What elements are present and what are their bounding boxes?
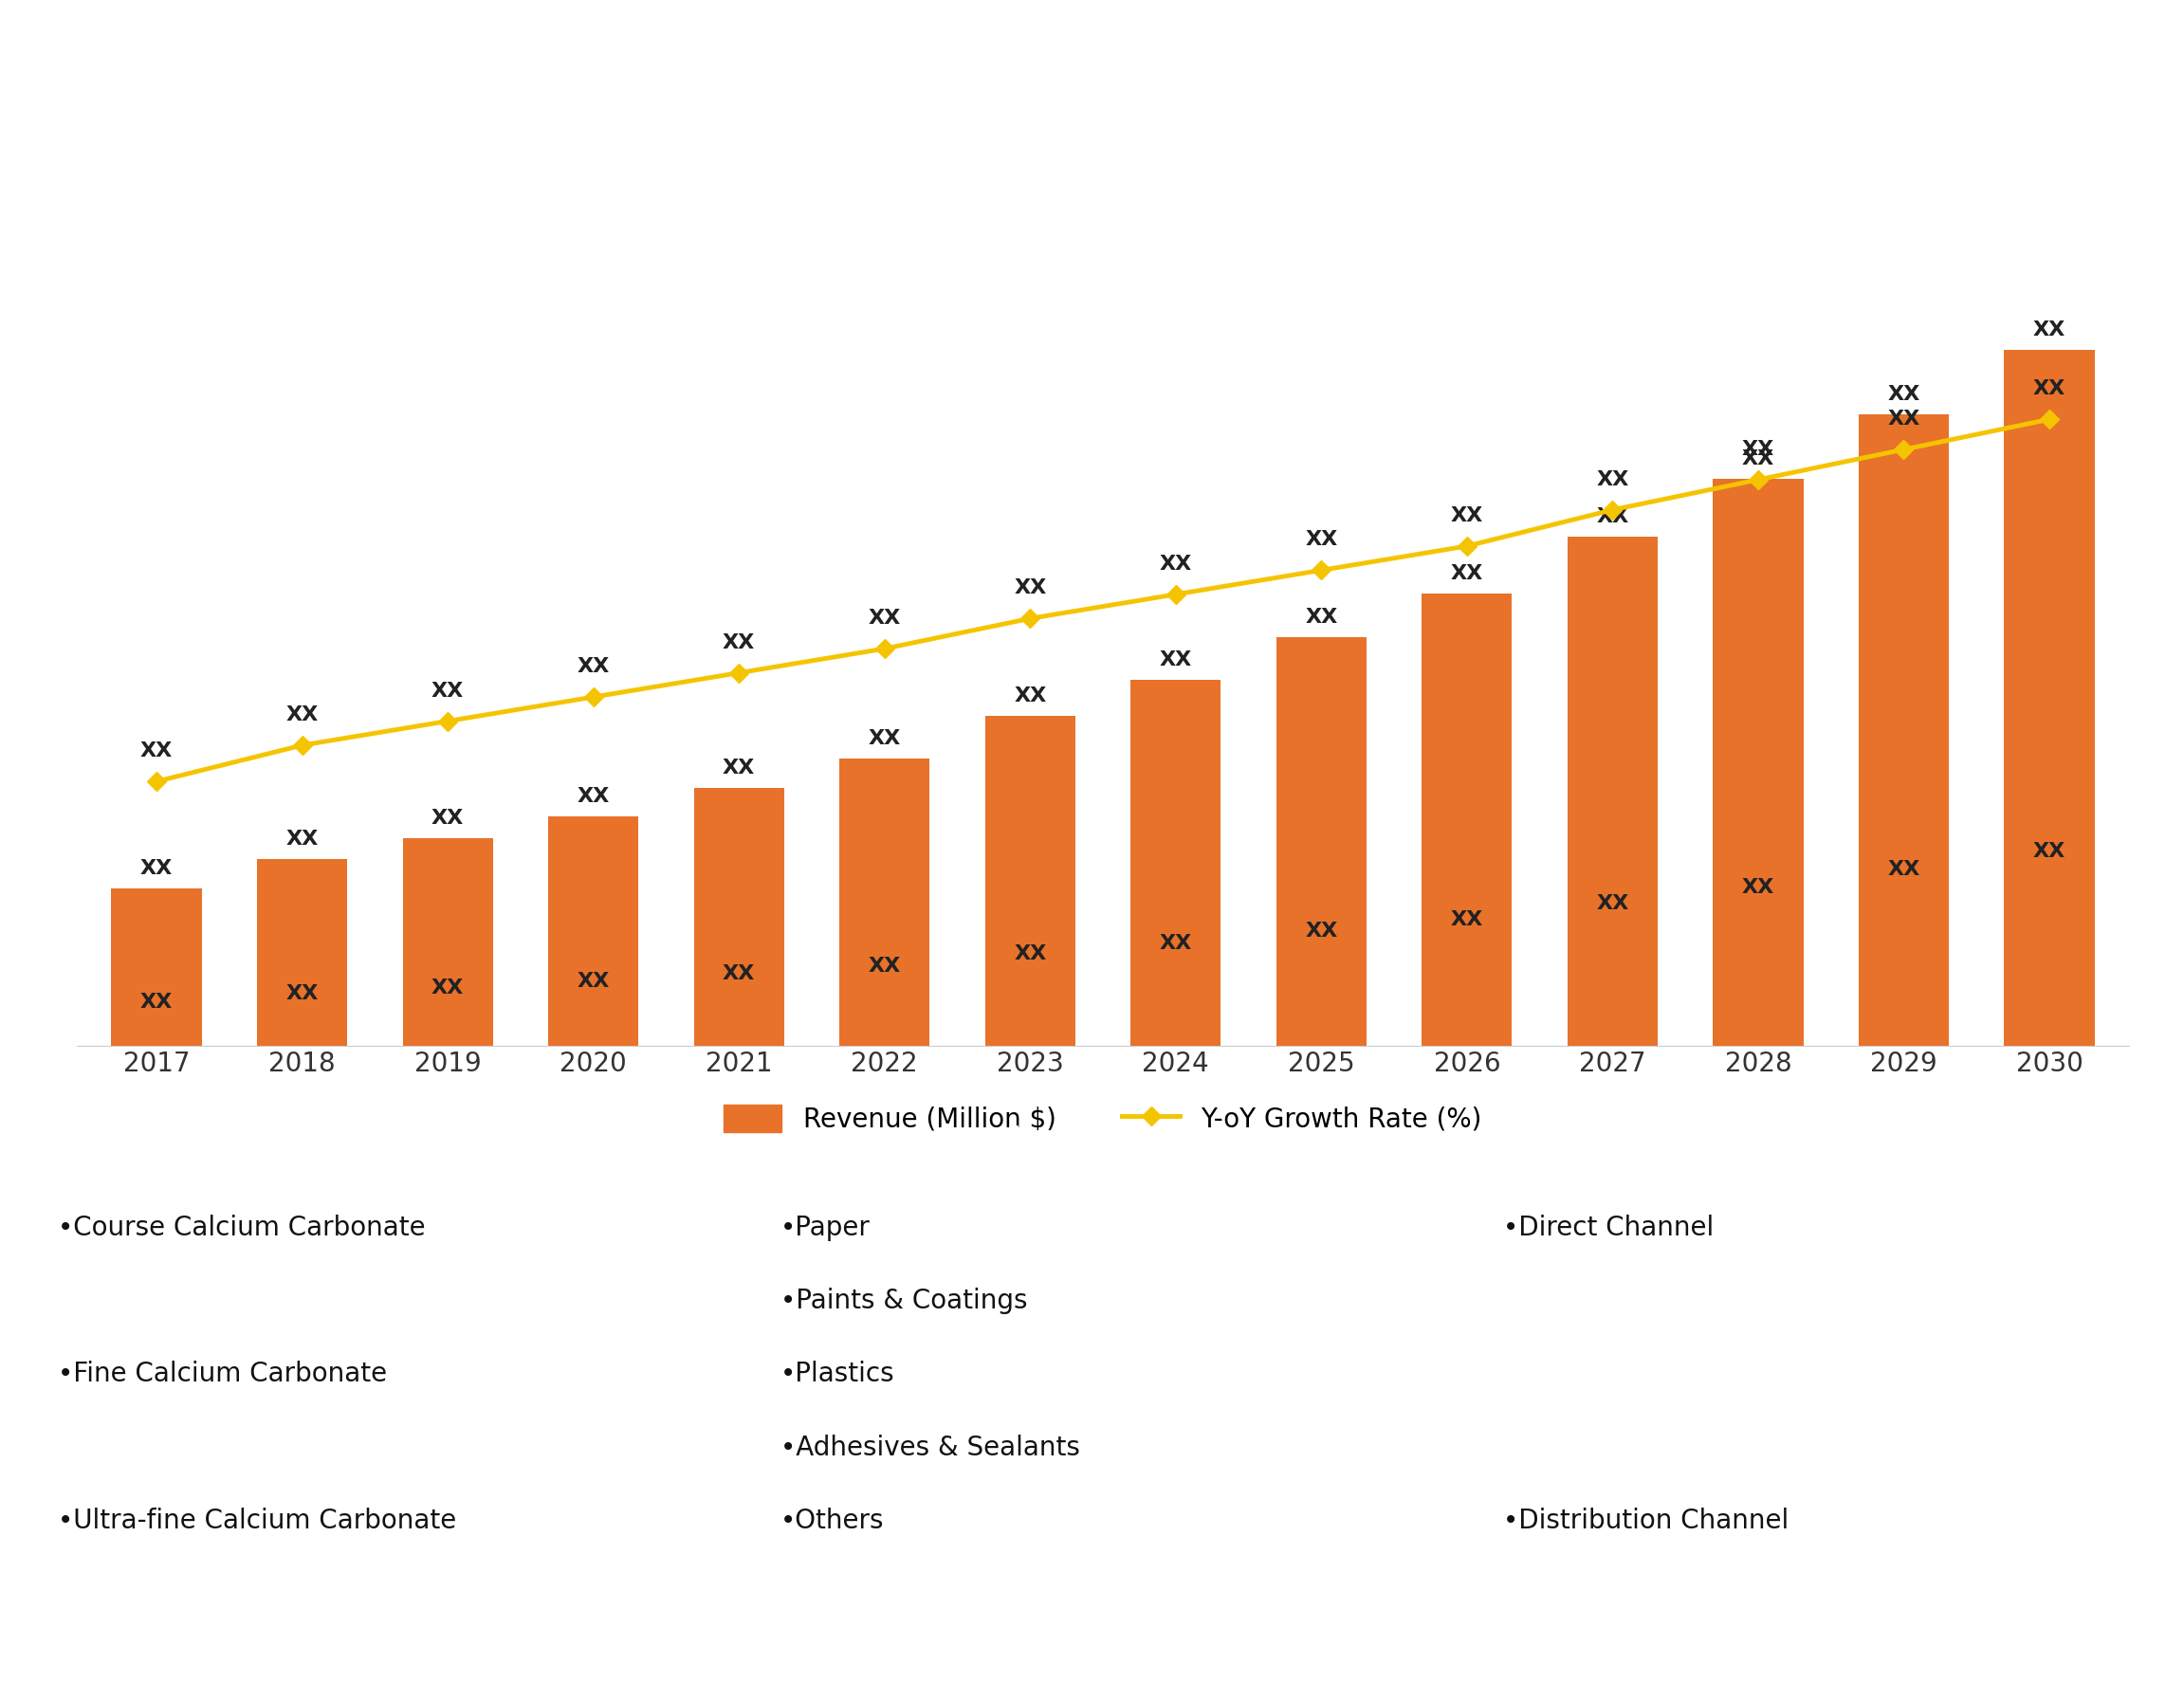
Text: XX: XX	[286, 706, 319, 725]
Text: XX: XX	[1306, 531, 1337, 549]
Text: XX: XX	[1160, 650, 1192, 670]
Text: XX: XX	[2033, 320, 2066, 338]
Bar	[1275, 636, 1367, 1046]
Text: XX: XX	[1013, 578, 1046, 597]
Bar	[548, 816, 638, 1046]
Text: XX: XX	[1013, 687, 1046, 706]
Text: XX: XX	[577, 657, 609, 675]
Text: XX: XX	[1013, 944, 1046, 963]
Text: •Others: •Others	[780, 1507, 885, 1534]
Text: Website: www.theindustrystats.com: Website: www.theindustrystats.com	[1529, 1638, 2016, 1660]
Bar	[2005, 350, 2094, 1046]
Text: XX: XX	[869, 956, 900, 975]
Text: Fig. Global Ground Calcium Carbonate (GCC) Market Status and Outlook: Fig. Global Ground Calcium Carbonate (GC…	[28, 22, 1472, 56]
Text: XX: XX	[1743, 449, 1773, 468]
Text: XX: XX	[577, 973, 609, 992]
Bar	[402, 839, 494, 1046]
Legend: Revenue (Million $), Y-oY Growth Rate (%): Revenue (Million $), Y-oY Growth Rate (%…	[714, 1094, 1492, 1143]
Text: XX: XX	[432, 808, 463, 827]
Text: XX: XX	[140, 742, 173, 760]
Text: XX: XX	[1450, 910, 1483, 929]
Text: Application: Application	[1005, 1124, 1179, 1152]
Text: Sales Channels: Sales Channels	[1697, 1124, 1933, 1152]
Bar	[1422, 594, 1511, 1046]
Text: •Paints & Coatings: •Paints & Coatings	[780, 1288, 1029, 1315]
Text: •Course Calcium Carbonate: •Course Calcium Carbonate	[57, 1215, 426, 1242]
Text: XX: XX	[1887, 384, 1920, 403]
Text: •Fine Calcium Carbonate: •Fine Calcium Carbonate	[57, 1361, 387, 1388]
Text: XX: XX	[1597, 469, 1629, 488]
Text: XX: XX	[1887, 410, 1920, 429]
Text: XX: XX	[2033, 842, 2066, 861]
Text: XX: XX	[1597, 895, 1629, 913]
Text: Source: Theindustrystats Analysis: Source: Theindustrystats Analysis	[44, 1638, 500, 1660]
Text: Email: sales@theindustrystats.com: Email: sales@theindustrystats.com	[808, 1638, 1278, 1660]
Text: •Ultra-fine Calcium Carbonate: •Ultra-fine Calcium Carbonate	[57, 1507, 456, 1534]
Text: XX: XX	[723, 633, 756, 651]
Bar	[1131, 680, 1221, 1046]
Text: XX: XX	[869, 609, 900, 628]
Text: XX: XX	[1450, 507, 1483, 526]
Text: •Plastics: •Plastics	[780, 1361, 895, 1388]
Text: XX: XX	[1306, 607, 1337, 626]
Bar	[839, 759, 930, 1046]
Text: XX: XX	[286, 830, 319, 849]
Text: XX: XX	[1450, 565, 1483, 583]
Bar	[695, 788, 784, 1046]
Text: •Adhesives & Sealants: •Adhesives & Sealants	[780, 1434, 1081, 1461]
Text: XX: XX	[140, 992, 173, 1012]
Bar	[258, 859, 347, 1046]
Text: Product Types: Product Types	[260, 1124, 478, 1152]
Bar	[1712, 480, 1804, 1046]
Text: XX: XX	[1160, 555, 1192, 573]
Text: XX: XX	[869, 730, 900, 748]
Text: XX: XX	[1743, 878, 1773, 896]
Text: XX: XX	[1743, 441, 1773, 459]
Text: XX: XX	[723, 759, 756, 777]
Text: XX: XX	[723, 964, 756, 983]
Text: XX: XX	[1597, 507, 1629, 526]
Text: XX: XX	[1160, 934, 1192, 953]
Text: XX: XX	[1887, 859, 1920, 879]
Text: XX: XX	[432, 978, 463, 997]
Bar	[1568, 536, 1658, 1046]
Text: •Distribution Channel: •Distribution Channel	[1503, 1507, 1789, 1534]
Bar	[985, 716, 1075, 1046]
Text: XX: XX	[432, 682, 463, 701]
Text: •Paper: •Paper	[780, 1215, 871, 1242]
Text: •Direct Channel: •Direct Channel	[1503, 1215, 1714, 1242]
Text: XX: XX	[140, 859, 173, 878]
Bar	[111, 888, 201, 1046]
Text: XX: XX	[577, 788, 609, 806]
Bar	[1859, 415, 1948, 1046]
Text: XX: XX	[286, 985, 319, 1004]
Text: XX: XX	[1306, 922, 1337, 941]
Text: XX: XX	[2033, 379, 2066, 398]
